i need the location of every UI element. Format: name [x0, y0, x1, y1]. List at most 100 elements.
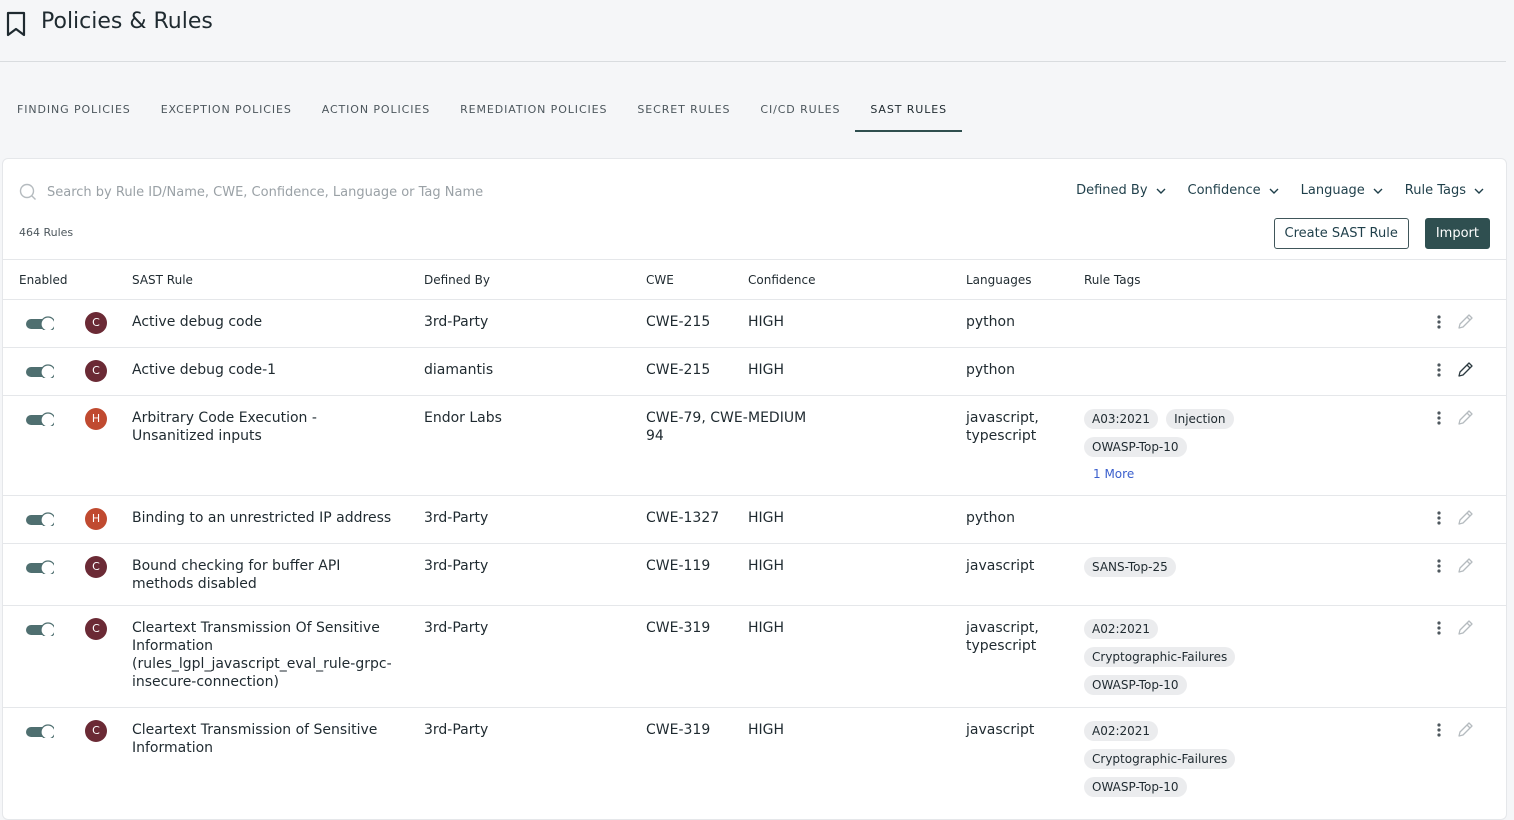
column-header: Confidence [748, 272, 816, 287]
edit-icon[interactable] [1456, 409, 1474, 427]
severity-badge: H [85, 408, 107, 430]
cell-defined-by: 3rd-Party [424, 558, 489, 574]
column-header: Defined By [424, 272, 490, 287]
cell-languages: javascript, typescript [966, 410, 1039, 444]
cell-confidence: HIGH [748, 558, 785, 574]
cell-defined-by: 3rd-Party [424, 620, 489, 636]
kebab-menu[interactable] [1436, 361, 1442, 379]
enabled-toggle[interactable] [26, 512, 56, 528]
table-row: H Arbitrary Code Execution - Unsanitized … [3, 395, 1506, 495]
enabled-toggle[interactable] [26, 560, 56, 576]
cell-name: Active debug code-1 [132, 362, 277, 378]
badge-cell: C [82, 348, 132, 395]
tags-cell [1084, 348, 1436, 395]
edit-icon[interactable] [1456, 361, 1474, 379]
cell-languages: python [966, 510, 1015, 526]
filter-dropdown[interactable]: Confidence [1188, 183, 1279, 198]
rules-card: Search by Rule ID/Name, CWE, Confidence,… [2, 158, 1507, 820]
tag-list: A02:2021 Cryptographic-Failures OWASP-Top-… [1084, 619, 1244, 695]
cell-languages: javascript, typescript [966, 620, 1039, 654]
cell-defined-by: 3rd-Party [424, 314, 489, 330]
row-actions [1436, 606, 1506, 707]
badge-cell: H [82, 396, 132, 495]
column-header: SAST Rule [132, 272, 193, 287]
search-box[interactable]: Search by Rule ID/Name, CWE, Confidence,… [19, 183, 483, 201]
tags-cell: A03:2021 Injection OWASP-Top-10 1 More [1084, 396, 1436, 495]
filter-dropdown[interactable]: Defined By [1076, 183, 1166, 198]
toggle-cell [19, 396, 82, 495]
enabled-toggle[interactable] [26, 412, 56, 428]
tag-pill: A03:2021 [1084, 409, 1159, 429]
more-link[interactable]: 1 More [1093, 467, 1135, 481]
tag-list: A02:2021 Cryptographic-Failures OWASP-Top-… [1084, 721, 1244, 797]
tab[interactable]: ACTION POLICIES [321, 103, 431, 116]
toggle-cell [19, 348, 82, 395]
badge-cell: C [82, 606, 132, 707]
cell-name: Arbitrary Code Execution - Unsanitized i… [132, 410, 317, 444]
filter-dropdown[interactable]: Language [1301, 183, 1383, 198]
cell-cwe: CWE-119 [646, 558, 711, 574]
chevron-icon [1269, 188, 1279, 194]
tags-cell: A02:2021 Cryptographic-Failures OWASP-Top-… [1084, 606, 1436, 707]
edit-icon[interactable] [1456, 557, 1474, 575]
cell-confidence: HIGH [748, 510, 785, 526]
edit-icon[interactable] [1456, 619, 1474, 637]
edit-icon[interactable] [1456, 509, 1474, 527]
filter-label: Defined By [1076, 183, 1148, 198]
import-button[interactable]: Import [1424, 218, 1490, 249]
kebab-menu[interactable] [1436, 721, 1442, 739]
kebab-menu[interactable] [1436, 509, 1442, 527]
tag-pill: SANS-Top-25 [1084, 557, 1176, 577]
badge-cell: C [82, 708, 132, 809]
toggle-cell [19, 606, 82, 707]
row-actions [1436, 496, 1506, 543]
search-placeholder: Search by Rule ID/Name, CWE, Confidence,… [47, 184, 484, 200]
cell-confidence: MEDIUM [748, 410, 807, 426]
cell-languages: javascript [966, 558, 1035, 574]
enabled-toggle[interactable] [26, 622, 56, 638]
chevron-icon [1474, 188, 1484, 194]
toggle-cell [19, 300, 82, 347]
tag-pill: OWASP-Top-10 [1084, 777, 1187, 797]
filter-label: Rule Tags [1404, 183, 1466, 198]
kebab-menu[interactable] [1436, 313, 1442, 331]
edit-icon[interactable] [1456, 721, 1474, 739]
cell-name: Binding to an unrestricted IP address [132, 510, 392, 526]
cell-languages: python [966, 314, 1015, 330]
tag-list: A03:2021 Injection OWASP-Top-10 [1084, 409, 1244, 457]
column-header: Rule Tags [1084, 272, 1141, 287]
create-button[interactable]: Create SAST Rule [1273, 218, 1409, 249]
enabled-toggle[interactable] [26, 724, 56, 740]
tab[interactable]: REMEDIATION POLICIES [460, 103, 608, 116]
kebab-menu[interactable] [1436, 409, 1442, 427]
tag-pill: Cryptographic-Failures [1084, 647, 1236, 667]
tag-pill: A02:2021 [1084, 619, 1159, 639]
tags-cell [1084, 496, 1436, 543]
table-row: C Bound checking for buffer API methods d… [3, 543, 1506, 605]
severity-badge: C [85, 618, 107, 640]
kebab-menu[interactable] [1436, 557, 1442, 575]
table-row: C Active debug code-1 diamantis CWE-215 HIGH… [3, 347, 1506, 395]
rule-count: 464 Rules [19, 226, 74, 239]
cell-confidence: HIGH [748, 620, 785, 636]
tab[interactable]: EXCEPTION POLICIES [160, 103, 292, 116]
tab[interactable]: SAST RULES [855, 90, 962, 132]
toggle-cell [19, 544, 82, 605]
filter-dropdown[interactable]: Rule Tags [1405, 183, 1484, 198]
tag-pill: OWASP-Top-10 [1084, 675, 1187, 695]
severity-badge: C [85, 720, 107, 742]
enabled-toggle[interactable] [26, 316, 56, 332]
edit-icon[interactable] [1456, 313, 1474, 331]
enabled-toggle[interactable] [26, 364, 56, 380]
cell-defined-by: 3rd-Party [424, 722, 489, 738]
rules-table: Enabled SAST Rule Defined By CWE Confidence L… [3, 259, 1506, 809]
cell-cwe: CWE-79, CWE-94 [646, 410, 748, 444]
bookmark-icon [6, 11, 26, 37]
page-title: Policies & Rules [41, 9, 213, 34]
tab[interactable]: SECRET RULES [637, 103, 731, 116]
tab[interactable]: CI/CD RULES [760, 103, 841, 116]
tab[interactable]: FINDING POLICIES [17, 103, 131, 116]
kebab-menu[interactable] [1436, 619, 1442, 637]
cell-name: Cleartext Transmission Of Sensitive Info… [132, 620, 392, 690]
filters: Defined By Confidence Language Rule Tags [1076, 183, 1484, 198]
